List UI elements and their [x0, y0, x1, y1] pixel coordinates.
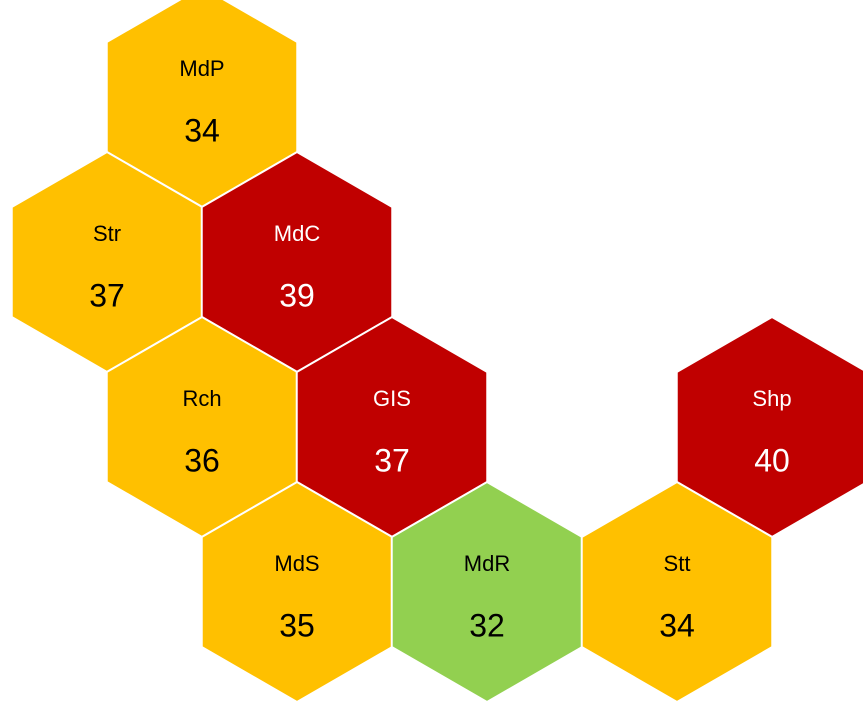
tile-value: 36	[184, 442, 220, 478]
tile-value: 32	[469, 607, 505, 643]
hex-tile: Rch 36	[105, 315, 299, 539]
tile-value: 34	[184, 112, 220, 148]
tile-value: 40	[754, 442, 790, 478]
tile-label: MdR	[464, 551, 510, 576]
tile-value: 39	[279, 277, 315, 313]
hex-tile: Stt 34	[580, 480, 774, 704]
tile-label: MdC	[274, 221, 321, 246]
tile-value: 37	[374, 442, 410, 478]
hex-tile: MdC 39	[200, 150, 394, 374]
tile-label: GIS	[373, 386, 411, 411]
tile-value: 34	[659, 607, 695, 643]
tile-label: Shp	[752, 386, 791, 411]
tile-label: MdS	[274, 551, 319, 576]
tile-label: MdP	[179, 56, 224, 81]
hexagon	[580, 480, 774, 704]
hex-tile: Str 37	[10, 150, 204, 374]
tile-label: Str	[93, 221, 121, 246]
tile-value: 35	[279, 607, 315, 643]
tile-label: Rch	[182, 386, 221, 411]
hex-tile: MdR 32	[390, 480, 584, 704]
tile-value: 37	[89, 277, 125, 313]
tile-label: Stt	[664, 551, 691, 576]
hex-tile: GIS 37	[295, 315, 489, 539]
